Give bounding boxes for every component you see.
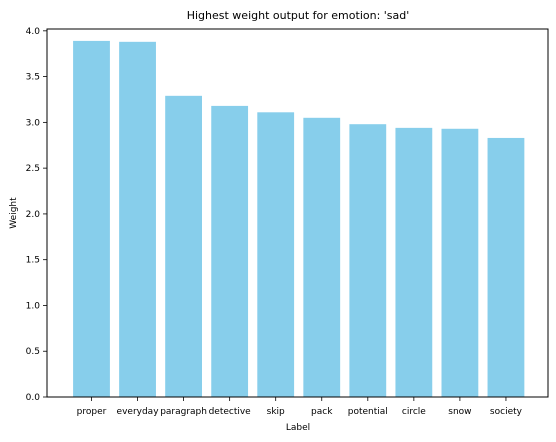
bar-skip bbox=[257, 112, 295, 398]
bar-circle bbox=[395, 127, 433, 398]
x-tick-label-skip: skip bbox=[267, 407, 285, 417]
y-tick-label-2.5: 2.5 bbox=[26, 164, 40, 174]
x-axis-title: Label bbox=[286, 423, 310, 433]
bar-paragraph bbox=[165, 95, 202, 397]
y-axis-title: Weight bbox=[9, 197, 19, 229]
y-tick-label-1.0: 1.0 bbox=[26, 301, 41, 311]
x-tick-label-potential: potential bbox=[348, 407, 388, 417]
bar-pack bbox=[303, 117, 341, 398]
x-tick-label-paragraph: paragraph bbox=[160, 407, 207, 417]
y-tick-label-3.5: 3.5 bbox=[26, 73, 40, 83]
bar-proper bbox=[73, 40, 110, 398]
y-tick-label-0.0: 0.0 bbox=[26, 393, 41, 403]
bar-potential bbox=[349, 124, 387, 397]
x-tick-label-everyday: everyday bbox=[117, 407, 160, 417]
y-tick-label-0.5: 0.5 bbox=[26, 347, 40, 357]
bar-society bbox=[487, 137, 525, 397]
x-tick-label-circle: circle bbox=[402, 407, 426, 417]
x-axis: proper everyday paragraph detective skip pack… bbox=[77, 397, 523, 417]
x-tick-label-pack: pack bbox=[311, 407, 333, 417]
y-tick-label-4.0: 4.0 bbox=[26, 27, 41, 37]
bar-everyday bbox=[119, 41, 156, 397]
x-tick-label-proper: proper bbox=[77, 407, 107, 417]
y-tick-label-2.0: 2.0 bbox=[26, 210, 41, 220]
bar-snow bbox=[441, 128, 479, 397]
chart-title: Highest weight output for emotion: 'sad' bbox=[187, 9, 410, 22]
y-tick-label-3.0: 3.0 bbox=[26, 118, 41, 128]
x-tick-label-detective: detective bbox=[209, 407, 252, 417]
bar-detective bbox=[211, 105, 249, 398]
bars-group bbox=[73, 40, 525, 398]
plot-frame bbox=[46, 28, 549, 398]
y-axis: 0.0 0.5 1.0 1.5 2.0 2.5 3.0 3.5 4.0 bbox=[26, 27, 47, 403]
x-tick-label-snow: snow bbox=[448, 407, 471, 417]
x-tick-label-society: society bbox=[490, 407, 523, 417]
y-tick-label-1.5: 1.5 bbox=[26, 256, 40, 266]
